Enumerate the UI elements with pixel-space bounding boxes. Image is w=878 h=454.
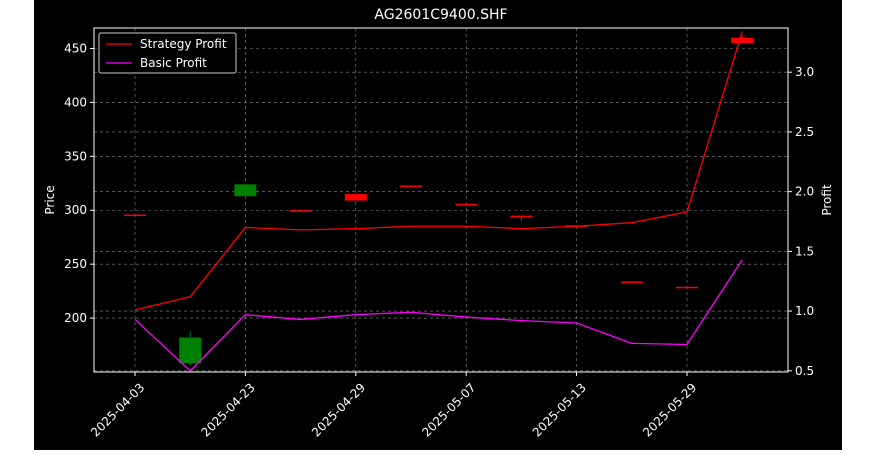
y-axis-label-right: Profit xyxy=(820,184,834,216)
basic-profit-line xyxy=(134,259,743,372)
x-tick-label: 2025-04-29 xyxy=(309,380,368,439)
chart-figure: 2025-04-03 2025-04-23 2025-04-29 2025-05-07… xyxy=(34,0,842,450)
x-tick-label: 2025-05-13 xyxy=(530,380,589,439)
y-tick-label-left: 200 xyxy=(64,311,87,325)
candlestick-profit-chart: 2025-04-03 2025-04-23 2025-04-29 2025-05-07… xyxy=(43,7,834,440)
candle-body xyxy=(124,214,146,217)
candles xyxy=(124,35,754,366)
plot-border xyxy=(93,27,789,373)
candle-body xyxy=(289,210,312,212)
y-tick-label-left: 300 xyxy=(64,203,87,217)
candle-body xyxy=(510,215,533,218)
legend-label-strategy-profit: Strategy Profit xyxy=(140,37,227,51)
candle-body xyxy=(179,337,202,364)
chart-title: AG2601C9400.SHF xyxy=(374,7,507,23)
legend-label-basic-profit: Basic Profit xyxy=(140,56,207,70)
candle-body xyxy=(620,281,643,283)
y-tick-label-right: 0.5 xyxy=(795,364,814,378)
legend-box xyxy=(98,32,237,74)
x-tick-label: 2025-04-23 xyxy=(199,380,258,439)
y-tick-label-left: 350 xyxy=(64,149,87,163)
x-tick-label: 2025-05-29 xyxy=(640,380,699,439)
y-tick-label-right: 1.0 xyxy=(795,304,814,318)
candle-body xyxy=(731,37,754,44)
y-axis-label-left: Price xyxy=(43,185,57,214)
legend: Strategy Profit Basic Profit xyxy=(98,32,237,74)
y-tick-label-left: 250 xyxy=(64,257,87,271)
x-tick-label: 2025-05-07 xyxy=(419,380,478,439)
y-tick-label-right: 2.5 xyxy=(795,125,814,139)
axis-ticks: 2025-04-03 2025-04-23 2025-04-29 2025-05-07… xyxy=(64,41,814,439)
y-tick-label-right: 1.5 xyxy=(795,244,814,258)
grid xyxy=(94,28,788,372)
y-tick-label-right: 2.0 xyxy=(795,185,814,199)
candle-body xyxy=(344,194,367,201)
candle-body xyxy=(234,184,257,197)
profit-lines xyxy=(134,31,743,372)
candle-body xyxy=(455,203,478,206)
x-tick-label: 2025-04-03 xyxy=(88,380,147,439)
strategy-profit-line xyxy=(134,31,743,311)
y-tick-label-right: 3.0 xyxy=(795,65,814,79)
y-tick-label-left: 450 xyxy=(64,41,87,55)
candle-body xyxy=(676,286,698,289)
candle-body xyxy=(400,185,422,187)
y-tick-label-left: 400 xyxy=(64,95,87,109)
